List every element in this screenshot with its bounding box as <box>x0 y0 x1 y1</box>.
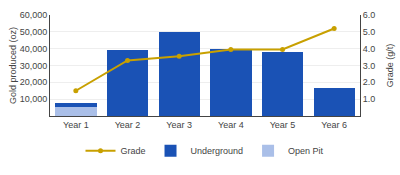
svg-text:Year 5: Year 5 <box>270 120 296 130</box>
svg-text:50,000: 50,000 <box>20 27 48 37</box>
svg-text:Underground: Underground <box>191 146 244 156</box>
svg-text:60,000: 60,000 <box>20 10 48 20</box>
svg-text:Year 3: Year 3 <box>166 120 192 130</box>
svg-text:Year 1: Year 1 <box>63 120 89 130</box>
svg-text:5.0: 5.0 <box>363 27 376 37</box>
svg-text:6.0: 6.0 <box>363 10 376 20</box>
svg-text:Year 6: Year 6 <box>321 120 347 130</box>
svg-text:20,000: 20,000 <box>20 77 48 87</box>
svg-text:Grade (g/t): Grade (g/t) <box>385 44 395 88</box>
svg-text:40,000: 40,000 <box>20 44 48 54</box>
svg-text:2.0: 2.0 <box>363 77 376 87</box>
svg-text:30,000: 30,000 <box>20 61 48 71</box>
svg-text:Year 2: Year 2 <box>115 120 141 130</box>
svg-text:Year 4: Year 4 <box>218 120 244 130</box>
svg-text:4.0: 4.0 <box>363 44 376 54</box>
svg-text:3.0: 3.0 <box>363 61 376 71</box>
svg-text:Gold produced (oz): Gold produced (oz) <box>8 27 18 104</box>
svg-text:Open Pit: Open Pit <box>288 146 324 156</box>
svg-text:1.0: 1.0 <box>363 94 376 104</box>
svg-text:10,000: 10,000 <box>20 94 48 104</box>
svg-text:Grade: Grade <box>121 146 146 156</box>
